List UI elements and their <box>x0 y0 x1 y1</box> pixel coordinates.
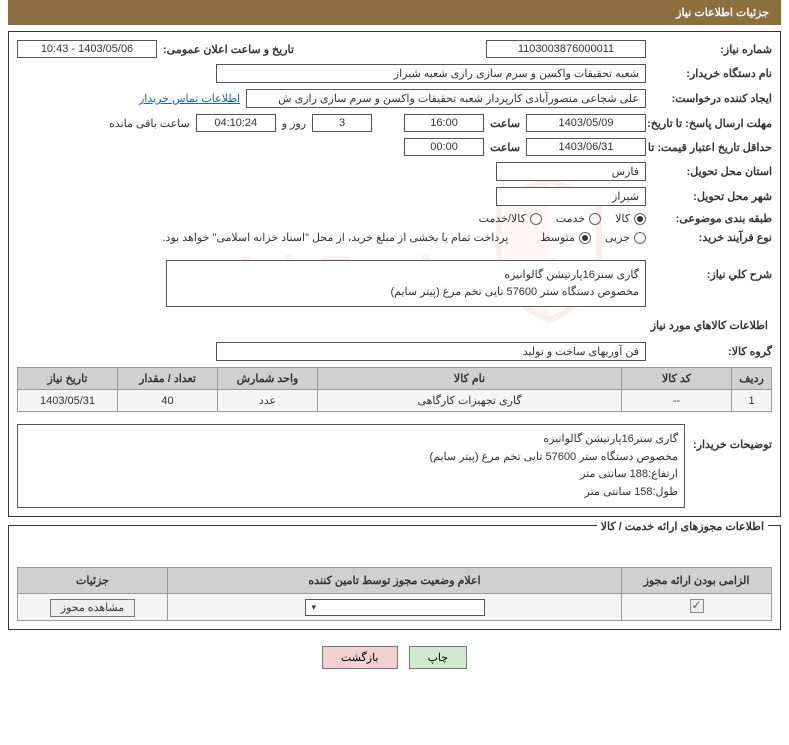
time-label-1: ساعت <box>490 117 520 130</box>
buyer-desc-box: گاری ستر16پارتیشن گالوانیزه مخصوص دستگاه… <box>17 424 685 508</box>
desc-line-1: گاری ستر16پارتیشن گالوانیزه <box>173 267 639 284</box>
th-row: ردیف <box>732 368 772 390</box>
td-qty: 40 <box>118 390 218 412</box>
need-no-value: 1103003876000011 <box>486 40 646 58</box>
buyer-desc-label: توضیحات خریدار: <box>693 418 772 451</box>
remaining-word: ساعت باقی مانده <box>109 117 190 130</box>
city-value: شیراز <box>496 187 646 206</box>
page-header: جزئیات اطلاعات نیاز <box>8 0 781 25</box>
goods-table: ردیف کد کالا نام کالا واحد شمارش تعداد /… <box>17 367 772 412</box>
chevron-down-icon: ▾ <box>312 602 317 613</box>
th-detail: جزئیات <box>18 568 168 594</box>
td-name: گاری تجهیزات کارگاهی <box>318 390 622 412</box>
deadline-date-value: 1403/05/09 <box>526 114 646 132</box>
mandatory-checkbox[interactable] <box>690 599 704 613</box>
th-unit: واحد شمارش <box>218 368 318 390</box>
th-code: کد کالا <box>622 368 732 390</box>
td-date: 1403/05/31 <box>18 390 118 412</box>
buyer-org-value: شعبه تحقیقات واکسن و سرم سازی رازی شعبه … <box>216 64 646 83</box>
deadline-label: مهلت ارسال پاسخ: تا تاریخ: <box>652 117 772 130</box>
radio-goods[interactable]: کالا <box>615 212 646 225</box>
payment-note: پرداخت تمام یا بخشی از مبلغ خرید، از محل… <box>163 231 509 244</box>
process-label: نوع فرآیند خرید: <box>652 231 772 244</box>
validity-label: حداقل تاریخ اعتبار قیمت: تا تاریخ: <box>652 141 772 154</box>
deadline-time-value: 16:00 <box>404 114 484 132</box>
time-label-2: ساعت <box>490 141 520 154</box>
announce-label: تاریخ و ساعت اعلان عمومی: <box>163 43 294 56</box>
radio-dot-icon <box>589 213 601 225</box>
buyer-desc-l3: ارتفاع:188 سانتی متر <box>24 466 678 484</box>
status-select[interactable]: ▾ <box>305 599 485 616</box>
license-title: اطلاعات مجوزهای ارائه خدمت / کالا <box>597 520 768 533</box>
td-status: ▾ <box>168 594 622 621</box>
desc-line-2: مخصوص دستگاه ستر 57600 تایی تخم مرغ (پیت… <box>173 284 639 301</box>
main-section: AriaTender.net شماره نیاز: 1103003876000… <box>8 31 781 517</box>
time-remaining-value: 04:10:24 <box>196 114 276 132</box>
province-label: استان محل تحویل: <box>652 165 772 178</box>
print-button[interactable]: چاپ <box>409 646 468 669</box>
td-code: -- <box>622 390 732 412</box>
page-title: جزئیات اطلاعات نیاز <box>676 7 769 19</box>
button-row: چاپ بازگشت <box>8 638 781 677</box>
buyer-contact-link[interactable]: اطلاعات تماس خریدار <box>139 92 240 105</box>
need-no-label: شماره نیاز: <box>652 43 772 56</box>
td-mandatory <box>622 594 772 621</box>
th-status: اعلام وضعیت مجوز توسط تامین کننده <box>168 568 622 594</box>
buyer-desc-l2: مخصوص دستگاه ستر 57600 تایی تخم مرغ (پیت… <box>24 449 678 467</box>
radio-dot-icon <box>634 213 646 225</box>
view-license-button[interactable]: مشاهده مجوز <box>50 599 135 617</box>
back-button[interactable]: بازگشت <box>322 646 398 669</box>
th-qty: تعداد / مقدار <box>118 368 218 390</box>
days-remaining-value: 3 <box>312 114 372 132</box>
days-word: روز و <box>282 117 306 130</box>
license-section: اطلاعات مجوزهای ارائه خدمت / کالا الزامی… <box>8 525 781 630</box>
table-row: 1 -- گاری تجهیزات کارگاهی عدد 40 1403/05… <box>18 390 772 412</box>
radio-small[interactable]: جزیی <box>605 231 646 244</box>
category-radio-group: کالا خدمت کالا/خدمت <box>479 212 646 225</box>
announce-value: 1403/05/06 - 10:43 <box>17 40 157 58</box>
group-value: فن آوریهای ساخت و تولید <box>216 342 646 361</box>
radio-dot-icon <box>579 232 591 244</box>
radio-service[interactable]: خدمت <box>556 212 601 225</box>
need-description: گاری ستر16پارتیشن گالوانیزه مخصوص دستگاه… <box>166 260 646 307</box>
license-table: الزامی بودن ارائه مجوز اعلام وضعیت مجوز … <box>17 567 772 621</box>
goods-section-title: اطلاعات کالاهاي مورد نیاز <box>647 319 772 332</box>
buyer-desc-l1: گاری ستر16پارتیشن گالوانیزه <box>24 431 678 449</box>
desc-label: شرح کلي نیاز: <box>652 260 772 281</box>
th-date: تاریخ نیاز <box>18 368 118 390</box>
radio-dot-icon <box>530 213 542 225</box>
group-label: گروه کالا: <box>652 345 772 358</box>
validity-date-value: 1403/06/31 <box>526 138 646 156</box>
validity-time-value: 00:00 <box>404 138 484 156</box>
province-value: فارس <box>496 162 646 181</box>
buyer-org-label: نام دستگاه خریدار: <box>652 67 772 80</box>
requester-label: ایجاد کننده درخواست: <box>652 92 772 105</box>
city-label: شهر محل تحویل: <box>652 190 772 203</box>
th-mandatory: الزامی بودن ارائه مجوز <box>622 568 772 594</box>
radio-both[interactable]: کالا/خدمت <box>479 212 542 225</box>
category-label: طبقه بندی موضوعی: <box>652 212 772 225</box>
radio-dot-icon <box>634 232 646 244</box>
td-unit: عدد <box>218 390 318 412</box>
requester-value: علی شجاعی منصورآبادی کارپرداز شعبه تحقیق… <box>246 89 646 108</box>
process-radio-group: جزیی متوسط <box>540 231 646 244</box>
td-detail: مشاهده مجوز <box>18 594 168 621</box>
radio-medium[interactable]: متوسط <box>540 231 591 244</box>
td-row: 1 <box>732 390 772 412</box>
license-row: ▾ مشاهده مجوز <box>18 594 772 621</box>
buyer-desc-l4: طول:158 سانتی متر <box>24 484 678 502</box>
th-name: نام کالا <box>318 368 622 390</box>
